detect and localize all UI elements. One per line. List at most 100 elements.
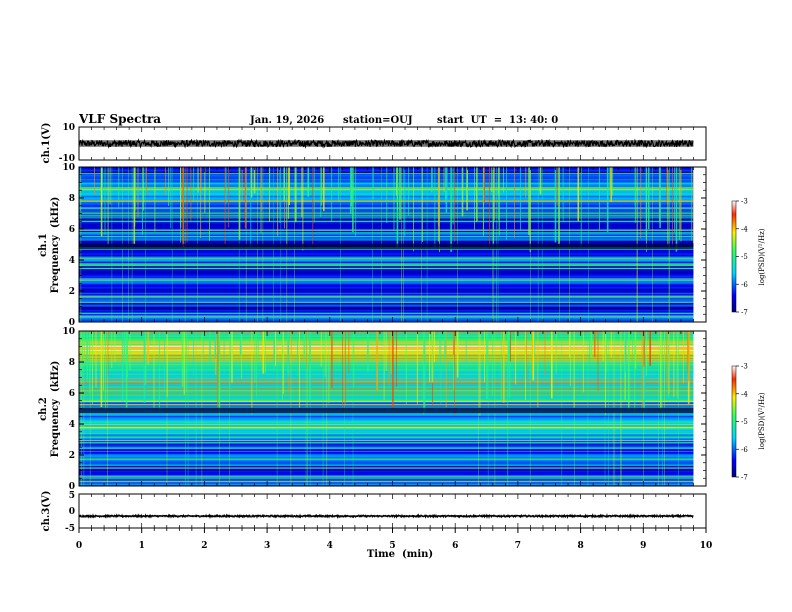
spectrogram-band	[79, 181, 694, 183]
spectrogram-band	[79, 463, 694, 466]
colorbar-tick-label: -7	[741, 474, 748, 482]
spectrogram-band	[79, 466, 694, 469]
spectrogram-band	[79, 268, 694, 271]
spectrogram-band	[79, 176, 694, 179]
spectrogram-band	[79, 397, 694, 400]
ch1-waveform-trace	[78, 138, 694, 149]
ch1-spectrogram-xticks	[78, 167, 707, 322]
spectrogram-band	[79, 261, 694, 264]
freq-tick-label: 4	[69, 256, 75, 266]
ch2-spectrogram-ylabel-line2: Frequency (kHz)	[50, 361, 61, 458]
spectrogram-band	[79, 481, 694, 484]
spectrogram-band	[79, 425, 694, 428]
colorbar-tick-label: -6	[741, 446, 748, 454]
spectrogram-band	[79, 189, 694, 192]
spectrogram-band	[79, 234, 694, 237]
spectrogram-band	[79, 169, 694, 172]
spectrogram-band	[79, 230, 694, 233]
freq-tick-label: 10	[62, 163, 75, 173]
spectrogram-band	[79, 476, 694, 478]
spectrogram-band	[79, 312, 694, 314]
ch1-ytick-bottom: -10	[59, 154, 75, 164]
spectrogram-band	[79, 310, 694, 313]
spectrogram-band	[79, 195, 694, 198]
spectrogram-band	[79, 373, 694, 376]
ch2-colorbar-label: log(PSD)(V²/Hz)	[758, 392, 766, 449]
spectrogram-band	[79, 299, 694, 302]
ch1-spectrogram-yticks: 0 2 4 6 8 10	[62, 163, 706, 328]
spectrogram-band	[79, 449, 694, 452]
time-axis-tick-label: 9	[640, 541, 646, 551]
spectrogram-band	[79, 282, 694, 285]
spectrogram-band	[79, 438, 694, 440]
spectrogram-band	[79, 381, 694, 384]
spectrogram-band	[79, 167, 694, 169]
spectrogram-band	[79, 378, 694, 381]
spectrogram-band	[79, 255, 694, 258]
spectrogram-band	[79, 391, 694, 394]
spectrogram-band	[79, 214, 694, 217]
spectrogram-band	[79, 202, 694, 205]
waveform-envelope	[79, 140, 694, 147]
spectrogram-band	[79, 206, 694, 209]
time-axis-tick-label: 1	[139, 541, 145, 551]
spectrogram-band	[79, 298, 694, 300]
spectrogram-band	[79, 285, 694, 288]
ch1-ytick-top: 10	[62, 123, 75, 133]
spectrogram-band	[79, 193, 694, 196]
ch1-colorbar-ticks: -3 -4 -5 -6 -7	[736, 198, 748, 317]
spectrogram-band	[79, 258, 694, 261]
ch1-spectrogram-panel: 0 2 4 6 8 10 ch.1 Frequency (kHz) -3 -4 -5 -6 -7 …	[38, 163, 766, 328]
spectrogram-band	[79, 209, 694, 212]
spectrogram-band	[79, 479, 694, 481]
time-axis-tick-label: 4	[327, 541, 333, 551]
spectrogram-band	[79, 470, 694, 473]
ch3-ytick-top: 5	[69, 491, 75, 501]
freq-tick-label: 6	[69, 389, 75, 399]
spectrogram-band	[79, 191, 694, 193]
spectrogram-band	[79, 471, 694, 474]
spectrogram-band	[79, 237, 694, 240]
start-time-label: start UT = 13: 40: 0	[437, 115, 558, 126]
spectrogram-band	[79, 415, 694, 418]
spectrogram-band	[79, 483, 694, 486]
spectrogram-band	[79, 182, 694, 185]
spectrogram-band	[79, 395, 694, 398]
time-axis-tick-label: 10	[700, 541, 713, 551]
spectrogram-band	[79, 442, 694, 445]
spectrogram-band	[79, 414, 694, 416]
spectrogram-band	[79, 306, 694, 309]
spectrogram-band	[79, 185, 694, 188]
colorbar-tick-label: -3	[741, 198, 748, 206]
time-axis-tick-label: 7	[515, 541, 521, 551]
time-axis-tick-label: 3	[264, 541, 270, 551]
spectrogram-band	[79, 253, 694, 255]
spectrogram-band	[79, 473, 694, 476]
spectrogram-band	[79, 199, 694, 202]
colorbar-tick-label: -6	[741, 281, 748, 289]
spectrogram-band	[79, 171, 694, 174]
freq-tick-label: 0	[69, 318, 75, 328]
spectrogram-band	[79, 462, 694, 464]
spectrogram-band	[79, 320, 694, 322]
spectrogram-band	[79, 374, 694, 377]
spectrogram-band	[79, 419, 694, 422]
ch2-colorbar: -3 -4 -5 -6 -7 log(PSD)(V²/Hz)	[731, 363, 766, 482]
time-axis-tick-label: 2	[201, 541, 207, 551]
ch2-spectrogram-ylabel: ch.2 Frequency (kHz)	[38, 361, 61, 458]
spectrogram-band	[79, 192, 694, 195]
spectrogram-no-data	[693, 331, 706, 486]
figure-title: VLF Spectra	[78, 112, 161, 126]
colorbar-tick-label: -5	[741, 253, 748, 261]
ch3-waveform-ylabel: ch.3(V)	[41, 490, 52, 531]
ch1-waveform-panel: 10 -10 ch.1(V)	[41, 122, 707, 164]
colorbar-tick-label: -3	[741, 363, 748, 371]
ch1-spectrogram-image	[79, 167, 706, 322]
spectrogram-band	[79, 205, 694, 207]
ch2-spectrogram-panel: 0 2 4 6 8 10 ch.2 Frequency (kHz) -3 -4 -5 -6 -7 …	[38, 327, 766, 492]
spectrogram-band	[79, 319, 694, 322]
ch3-waveform-frame	[78, 493, 707, 529]
time-axis-tick-label: 6	[452, 541, 458, 551]
spectrogram-band	[79, 484, 694, 486]
spectrogram-band	[79, 278, 694, 281]
